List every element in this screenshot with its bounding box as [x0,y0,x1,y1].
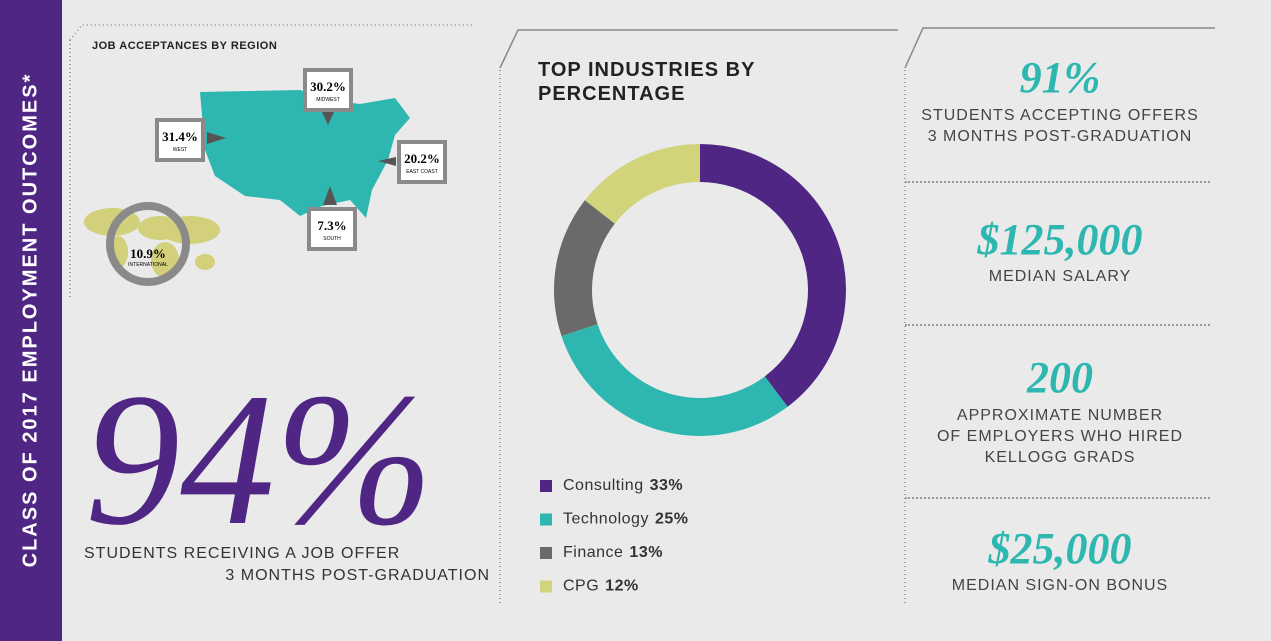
sidebar: CLASS OF 2017 EMPLOYMENT OUTCOMES* [0,0,62,641]
region-name: INTERNATIONAL [128,262,168,268]
region-box: 7.3% SOUTH [307,207,357,251]
stat-label: STUDENTS ACCEPTING OFFERS 3 MONTHS POST-… [921,107,1199,145]
divider [905,497,1210,499]
legend-swatch [540,480,552,492]
region-name: WEST [172,147,188,153]
stat-value: $25,000 [988,524,1132,573]
donut-segment [584,144,700,224]
region-value: 31.4% [162,129,198,144]
legend-swatch [540,547,552,559]
region-box: 31.4% WEST [155,118,205,162]
legend-entry: Finance 13% [563,544,663,561]
region-intl: 10.9% INTERNATIONAL [118,246,178,268]
stat-value: 200 [1027,353,1093,402]
donut-segment [561,324,788,436]
donut-segment [554,200,615,337]
region-title: JOB ACCEPTANCES BY REGION [92,40,278,52]
donut-chart: Consulting 33%Technology 25% Finance 13% CPG 1… [540,144,846,595]
region-value: 30.2% [310,79,346,94]
stat-label: MEDIAN SIGN-ON BONUS [951,577,1169,594]
legend-label: Technology [563,511,649,528]
legend-value: 12% [605,578,639,595]
chart-title: TOP INDUSTRIES BY PERCENTAGE [538,59,756,105]
region-name: MIDWEST [316,97,340,103]
headline-text: STUDENTS RECEIVING A JOB OFFER [84,545,401,562]
stat-value: $125,000 [977,215,1143,264]
legend-entry: Consulting 33% [563,477,683,494]
legend-label: Consulting [563,477,644,494]
legend-value: 25% [655,511,689,528]
stat-label: APPROXIMATE NUMBER OF EMPLOYERS WHO HIRE… [936,407,1184,466]
legend-label: CPG [563,578,599,595]
region-box: 20.2% EAST COAST [397,140,447,184]
region-box: 30.2% MIDWEST [303,68,353,112]
region-value: 10.9% [130,246,166,261]
stat-label: MEDIAN SALARY [988,268,1132,285]
donut-segment [700,144,846,407]
headline-text: 3 MONTHS POST-GRADUATION [225,567,490,584]
legend-swatch [540,580,552,593]
region-value: 20.2% [404,151,440,166]
region-value: 7.3% [317,218,347,233]
legend-entry: Technology 25% [563,511,688,528]
divider [905,181,1210,183]
divider [905,324,1210,326]
legend-entry: CPG 12% [563,578,639,595]
region-name: EAST COAST [406,169,438,175]
stat-value: 91% [1019,53,1101,102]
region-name: SOUTH [323,236,341,242]
legend-value: 33% [650,477,684,494]
legend-label: Finance [563,544,623,561]
legend-swatch [540,513,552,526]
legend-value: 13% [629,544,663,561]
headline-value: 94% [85,355,434,565]
